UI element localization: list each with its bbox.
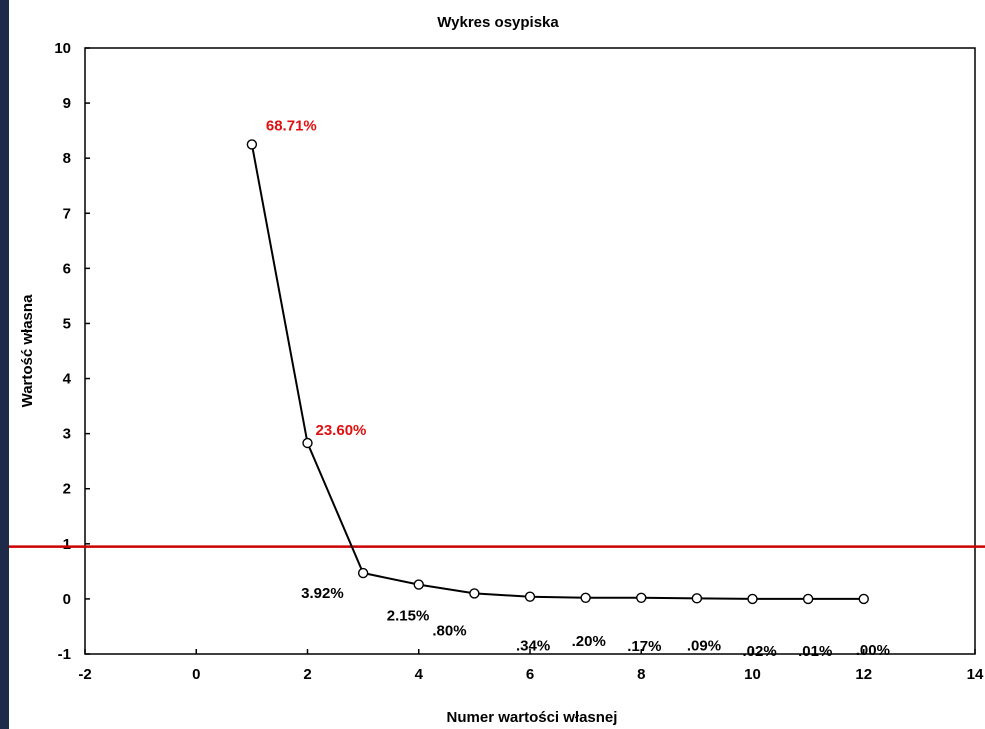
chart-title: Wykres osypiska — [437, 14, 559, 31]
x-tick-label: 14 — [967, 666, 984, 683]
data-point — [524, 591, 536, 602]
data-label: .34% — [516, 638, 550, 655]
x-tick-label: 2 — [303, 666, 311, 683]
data-point — [802, 593, 814, 605]
y-tick-label: 5 — [63, 315, 71, 332]
y-tick-label: 3 — [63, 426, 71, 443]
y-tick-label: -1 — [58, 646, 71, 663]
data-label: .80% — [432, 622, 466, 639]
x-axis-label: Numer wartości własnej — [447, 709, 618, 726]
x-tick-label: 12 — [855, 666, 872, 683]
x-tick-label: 6 — [526, 666, 534, 683]
series-line — [250, 144, 864, 600]
y-tick-label: 7 — [63, 205, 71, 222]
x-axis: -2 0 2 4 6 8 10 12 14 — [78, 649, 984, 683]
y-tick-label: 0 — [63, 591, 71, 608]
y-axis-label: Wartość własna — [19, 294, 36, 407]
data-point — [413, 579, 424, 590]
data-markers — [246, 139, 869, 605]
data-label: 68.71% — [266, 117, 317, 134]
point-labels: 68.71% 23.60% 3.92% 2.15%.80% .34% .20% .17% .0… — [266, 117, 890, 660]
x-tick-label: 4 — [415, 666, 424, 683]
x-tick-label: 0 — [192, 666, 200, 683]
data-point — [357, 567, 369, 579]
y-tick-label: 2 — [63, 481, 71, 498]
data-label: 2.15% — [387, 608, 430, 625]
y-tick-label: 8 — [63, 150, 71, 167]
y-tick-label: 4 — [63, 371, 72, 388]
data-point — [246, 139, 258, 150]
data-point — [580, 592, 591, 604]
data-point — [858, 593, 869, 605]
data-point — [636, 592, 647, 604]
y-axis: -1 0 1 2 3 4 5 6 7 8 9 10 — [54, 40, 90, 663]
data-point — [747, 593, 758, 605]
x-tick-label: 8 — [637, 666, 645, 683]
x-tick-label: 10 — [744, 666, 761, 683]
data-label: .01% — [798, 643, 832, 660]
data-label: .20% — [572, 633, 606, 650]
y-tick-label: 6 — [63, 260, 71, 277]
data-label: .17% — [627, 638, 661, 655]
x-tick-label: -2 — [78, 666, 91, 683]
y-tick-label: 10 — [54, 40, 71, 57]
data-label: .09% — [687, 637, 721, 654]
data-point — [691, 593, 703, 604]
y-tick-label: 9 — [63, 95, 71, 112]
data-point — [469, 588, 480, 599]
data-label: .00% — [856, 642, 890, 659]
data-label: 23.60% — [316, 422, 367, 439]
data-point — [302, 437, 313, 449]
data-label: .02% — [743, 643, 777, 660]
y-tick-label: 1 — [63, 536, 71, 553]
data-label: 3.92% — [301, 585, 344, 602]
chart-panel: Wykres osypiska -1 0 1 2 3 4 5 6 7 8 9 10 -2 0 2 4 6 8 10… — [9, 0, 985, 729]
plot-area — [84, 47, 976, 655]
